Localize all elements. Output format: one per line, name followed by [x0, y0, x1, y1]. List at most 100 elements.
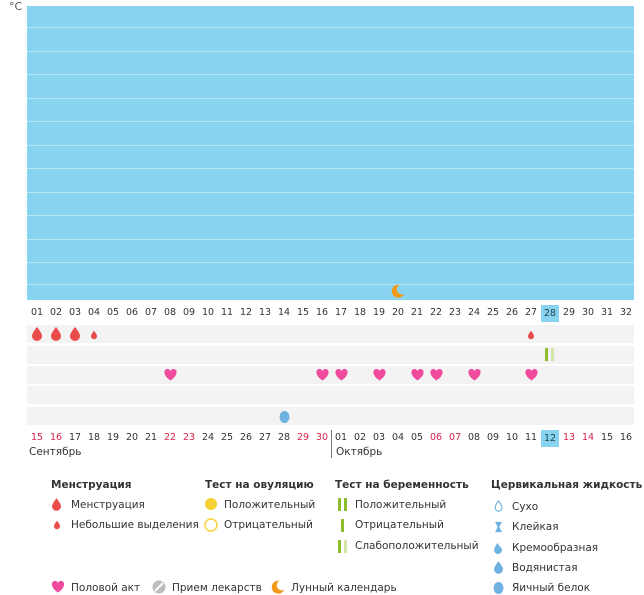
cycle-day[interactable]: 25	[486, 307, 500, 318]
sex-heart-icon[interactable]	[524, 369, 538, 381]
cycle-day[interactable]: 09	[182, 307, 196, 318]
menstruation-drop-icon[interactable]	[51, 327, 61, 341]
sex-heart-icon[interactable]	[372, 369, 386, 381]
calendar-date[interactable]: 24	[201, 432, 215, 443]
calendar-date[interactable]: 08	[467, 432, 481, 443]
calendar-date[interactable]: 09	[486, 432, 500, 443]
calendar-date[interactable]: 16	[619, 432, 633, 443]
legend-pregnancy-weak: Слабоположительный	[355, 540, 479, 552]
calendar-date[interactable]: 14	[581, 432, 595, 443]
spotting-drop-icon[interactable]	[91, 330, 97, 340]
cycle-day[interactable]: 31	[600, 307, 614, 318]
calendar-date[interactable]: 05	[410, 432, 424, 443]
cycle-day[interactable]: 01	[30, 307, 44, 318]
cycle-day[interactable]: 10	[201, 307, 215, 318]
calendar-date[interactable]: 23	[182, 432, 196, 443]
calendar-date[interactable]: 03	[372, 432, 386, 443]
heart-icon	[51, 581, 65, 593]
chart-gridline	[27, 145, 634, 146]
cycle-day[interactable]: 13	[258, 307, 272, 318]
cycle-day[interactable]: 22	[429, 307, 443, 318]
calendar-date[interactable]: 21	[144, 432, 158, 443]
sex-heart-icon[interactable]	[163, 369, 177, 381]
pill-icon	[152, 580, 166, 594]
legend-pregnancy-negative: Отрицательный	[355, 519, 444, 531]
cycle-day[interactable]: 16	[315, 307, 329, 318]
creamy-icon	[494, 542, 503, 554]
calendar-date[interactable]: 04	[391, 432, 405, 443]
month-divider	[331, 430, 332, 458]
legend-pregnancy-positive: Положительный	[355, 499, 447, 511]
calendar-date[interactable]: 15	[600, 432, 614, 443]
cycle-day[interactable]: 19	[372, 307, 386, 318]
cycle-day[interactable]: 21	[410, 307, 424, 318]
cycle-day[interactable]: 05	[106, 307, 120, 318]
calendar-date-today[interactable]: 12	[541, 430, 559, 447]
menstruation-drop-icon[interactable]	[70, 327, 80, 341]
calendar-date[interactable]: 06	[429, 432, 443, 443]
calendar-date[interactable]: 27	[258, 432, 272, 443]
calendar-date[interactable]: 28	[277, 432, 291, 443]
month-label-october: Октябрь	[336, 446, 383, 458]
cycle-day-today[interactable]: 28	[541, 305, 559, 322]
small-blood-drop-icon	[54, 520, 60, 530]
cycle-day[interactable]: 20	[391, 307, 405, 318]
pregnancy-weak-icon	[338, 540, 347, 553]
cycle-day[interactable]: 18	[353, 307, 367, 318]
calendar-date[interactable]: 15	[30, 432, 44, 443]
calendar-date[interactable]: 26	[239, 432, 253, 443]
calendar-date[interactable]: 01	[334, 432, 348, 443]
calendar-date[interactable]: 22	[163, 432, 177, 443]
calendar-date[interactable]: 18	[87, 432, 101, 443]
menstruation-drop-icon[interactable]	[32, 327, 42, 341]
cycle-day[interactable]: 24	[467, 307, 481, 318]
cycle-day[interactable]: 32	[619, 307, 633, 318]
sex-track[interactable]	[27, 366, 634, 384]
cycle-day[interactable]: 15	[296, 307, 310, 318]
cycle-day[interactable]: 23	[448, 307, 462, 318]
calendar-date[interactable]: 16	[49, 432, 63, 443]
cycle-day[interactable]: 14	[277, 307, 291, 318]
cycle-day[interactable]: 06	[125, 307, 139, 318]
pregnancy-test-icon[interactable]	[544, 347, 556, 361]
ovulation-negative-icon	[204, 518, 218, 532]
cycle-day[interactable]: 04	[87, 307, 101, 318]
sex-heart-icon[interactable]	[410, 369, 424, 381]
sex-heart-icon[interactable]	[334, 369, 348, 381]
calendar-date[interactable]: 19	[106, 432, 120, 443]
calendar-date[interactable]: 07	[448, 432, 462, 443]
calendar-date[interactable]: 30	[315, 432, 329, 443]
cycle-day[interactable]: 02	[49, 307, 63, 318]
sex-heart-icon[interactable]	[429, 369, 443, 381]
cervical-fluid-track[interactable]	[27, 407, 634, 425]
calendar-date[interactable]: 29	[296, 432, 310, 443]
chart-gridline	[27, 192, 634, 193]
calendar-date[interactable]: 25	[220, 432, 234, 443]
cycle-day[interactable]: 30	[581, 307, 595, 318]
calendar-date[interactable]: 02	[353, 432, 367, 443]
menstruation-track[interactable]	[27, 325, 634, 343]
sex-heart-icon[interactable]	[315, 369, 329, 381]
cycle-day[interactable]: 11	[220, 307, 234, 318]
calendar-date[interactable]: 10	[505, 432, 519, 443]
cycle-day[interactable]: 08	[163, 307, 177, 318]
cycle-day[interactable]: 29	[562, 307, 576, 318]
temperature-chart-area[interactable]	[27, 6, 634, 300]
cervical-egg-white-icon[interactable]	[279, 410, 290, 423]
legend-ovulation-title: Тест на овуляцию	[205, 479, 314, 491]
cycle-day[interactable]: 17	[334, 307, 348, 318]
calendar-date[interactable]: 17	[68, 432, 82, 443]
pregnancy-test-track[interactable]	[27, 346, 634, 364]
calendar-date[interactable]: 13	[562, 432, 576, 443]
calendar-date[interactable]: 20	[125, 432, 139, 443]
sex-heart-icon[interactable]	[467, 369, 481, 381]
medication-track[interactable]	[27, 386, 634, 404]
cycle-day[interactable]: 07	[144, 307, 158, 318]
cycle-day[interactable]: 03	[68, 307, 82, 318]
calendar-date[interactable]: 11	[524, 432, 538, 443]
cycle-day[interactable]: 27	[524, 307, 538, 318]
cycle-day[interactable]: 26	[505, 307, 519, 318]
moon-calendar-icon[interactable]	[391, 284, 405, 298]
cycle-day[interactable]: 12	[239, 307, 253, 318]
spotting-drop-icon[interactable]	[528, 330, 534, 340]
